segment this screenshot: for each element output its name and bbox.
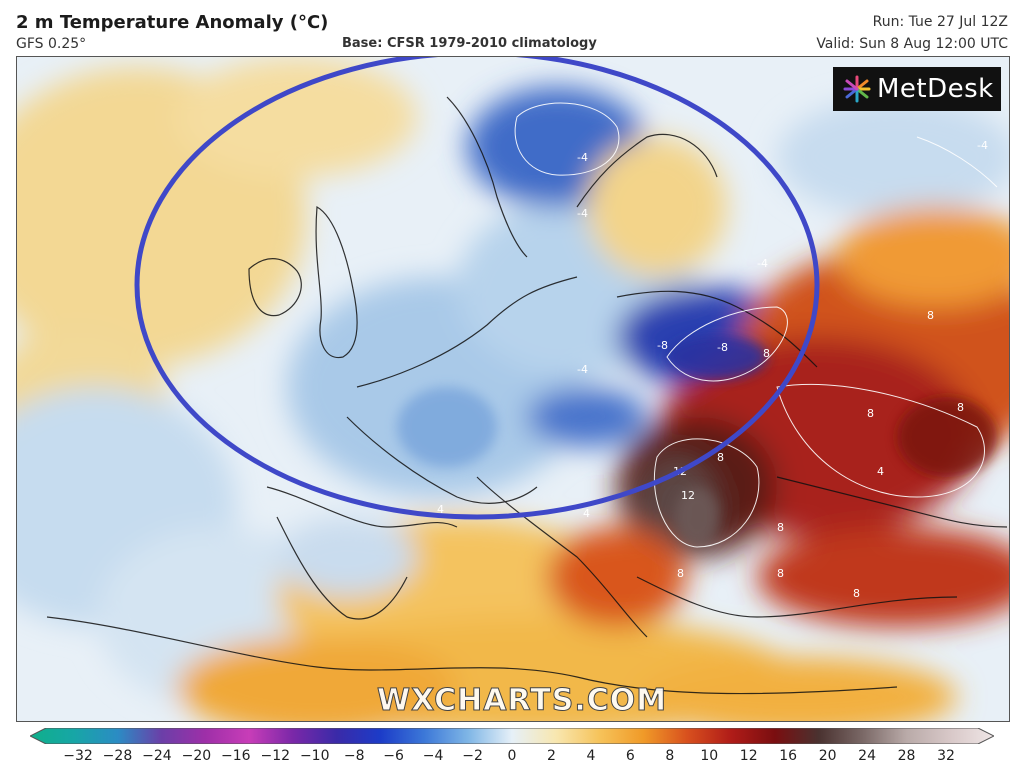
- colorbar-tick-label: −24: [142, 748, 172, 764]
- contour-label: -4: [757, 257, 768, 270]
- base-climatology-label: Base: CFSR 1979-2010 climatology: [342, 36, 597, 51]
- anomaly-map: -4 -4 -4 -8 -8 -4 -4 8 8 12 12 8 8 8 4 8…: [16, 56, 1010, 722]
- colorbar-tick-label: −8: [343, 748, 365, 764]
- colorbar-tick-label: −32: [63, 748, 93, 764]
- colorbar-tick-label: 24: [858, 748, 876, 764]
- contour-label: 8: [867, 407, 874, 420]
- model-label: GFS 0.25°: [16, 36, 87, 52]
- colorbar-labels: −32 −28 −24 −20 −16 −12 −10 −8 −6 −4 −2 0 2 4 6 8 10 12 16…: [0, 748, 1024, 768]
- contour-label: 8: [957, 401, 964, 414]
- contour-label: 4: [583, 507, 590, 520]
- contour-label: -4: [577, 151, 588, 164]
- contour-label: 8: [717, 451, 724, 464]
- contour-label: 4: [437, 503, 444, 516]
- valid-label: Valid: Sun 8 Aug 12:00 UTC: [816, 36, 1008, 52]
- colorbar-tick-label: 12: [739, 748, 758, 764]
- colorbar-tick-label: 8: [665, 748, 675, 764]
- contour-label: 8: [763, 347, 770, 360]
- contour-label: 4: [877, 465, 884, 478]
- colorbar-tick-label: 28: [897, 748, 916, 764]
- map-field: -4 -4 -4 -8 -8 -4 -4 8 8 12 12 8 8 8 4 8…: [17, 57, 1009, 721]
- contour-label: 8: [777, 521, 784, 534]
- colorbar-tick-label: −10: [299, 748, 330, 764]
- contour-label: -8: [717, 341, 728, 354]
- wxcharts-watermark: WXCHARTS.COM: [376, 683, 668, 719]
- contour-label: 8: [777, 567, 784, 580]
- contour-label: 12: [681, 489, 695, 502]
- metdesk-logo: MetDesk: [833, 67, 1001, 111]
- metdesk-star-icon: [843, 75, 871, 103]
- metdesk-logo-text: MetDesk: [877, 74, 994, 104]
- contour-label: -4: [577, 207, 588, 220]
- colorbar-tick-label: 20: [818, 748, 837, 764]
- contour-label: 8: [927, 309, 934, 322]
- colorbar-tick-label: 4: [586, 748, 596, 764]
- colorbar-tick-label: −28: [102, 748, 133, 764]
- run-label: Run: Tue 27 Jul 12Z: [872, 14, 1008, 30]
- chart-title: 2 m Temperature Anomaly (°C): [16, 12, 329, 33]
- colorbar-tick-label: −2: [462, 748, 483, 764]
- contour-label: -4: [577, 363, 588, 376]
- colorbar-tick-label: 2: [546, 748, 556, 764]
- colorbar-tick-label: −16: [221, 748, 251, 764]
- colorbar-tick-label: −20: [181, 748, 212, 764]
- contour-labels: -4 -4 -4 -8 -8 -4 -4 8 8 12 12 8 8 8 4 8…: [437, 139, 988, 600]
- contour-label: -4: [977, 139, 988, 152]
- colorbar: [30, 728, 994, 744]
- annotation-ellipse: [134, 57, 820, 520]
- colorbar-tick-label: 32: [937, 748, 955, 764]
- contour-label: 8: [853, 587, 860, 600]
- colorbar-tick-label: 10: [700, 748, 719, 764]
- colorbar-tick-label: −4: [422, 748, 444, 764]
- colorbar-tick-label: −12: [260, 748, 291, 764]
- colorbar-tick-label: −6: [383, 748, 404, 764]
- colorbar-tick-label: 0: [507, 748, 517, 764]
- colorbar-tick-label: 16: [779, 748, 798, 764]
- colorbar-tick-label: 6: [625, 748, 635, 764]
- contour-label: 8: [677, 567, 684, 580]
- contour-label: -8: [657, 339, 668, 352]
